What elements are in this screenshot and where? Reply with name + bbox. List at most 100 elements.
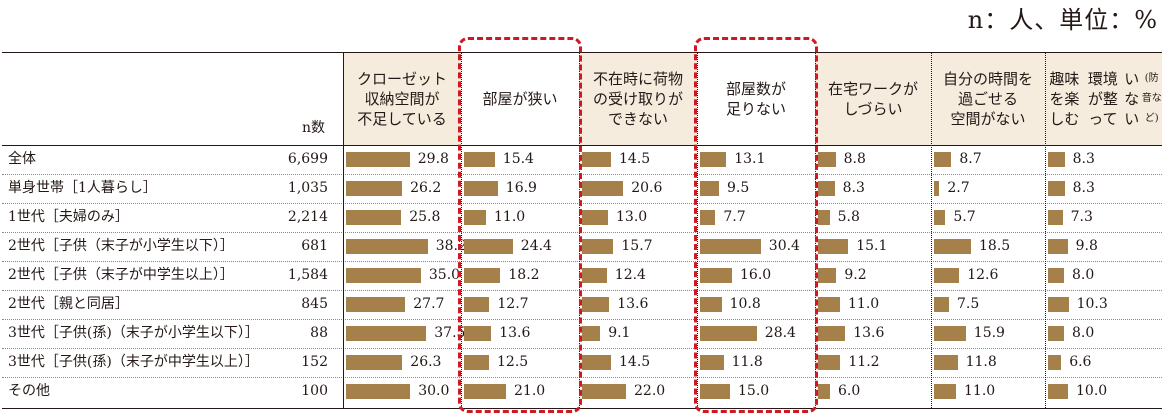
column-header-label: 部屋が狭い	[482, 90, 558, 108]
bar-value-label: 9.5	[727, 180, 750, 196]
bar-value-label: 8.3	[842, 180, 865, 196]
bar-value-label: 7.3	[1070, 209, 1093, 225]
bar-value-label: 9.1	[608, 325, 631, 341]
bar-value-label: 11.2	[848, 354, 880, 370]
row-label: 2世代［子供（末子が小学生以下）］	[8, 238, 234, 254]
bar-value-label: 11.8	[965, 354, 997, 370]
bar-value-label: 30.0	[418, 383, 450, 399]
column-divider	[343, 53, 344, 408]
bar	[346, 210, 402, 225]
table-row: 2世代［子供（末子が中学生以上）］ 1,584 35.0 18.2 12.4 16.0 9.…	[2, 261, 1162, 291]
bar	[818, 181, 835, 196]
bar-value-label: 9.8	[1075, 238, 1098, 254]
bar-value-label: 20.6	[631, 180, 663, 196]
bar	[464, 384, 506, 399]
bar	[582, 152, 611, 167]
bar	[700, 152, 727, 167]
row-n: 845	[301, 296, 328, 312]
column-divider	[931, 53, 932, 408]
bar	[934, 384, 956, 399]
bar-value-label: 14.5	[619, 354, 651, 370]
bar-value-label: 12.4	[614, 267, 646, 283]
bar	[818, 297, 840, 312]
bar-value-label: 12.6	[967, 267, 999, 283]
column-header-1: クローゼット 収納空間が 不足している	[343, 53, 461, 146]
bar-value-label: 5.8	[837, 209, 860, 225]
bar-value-label: 29.8	[417, 151, 449, 167]
bar	[1048, 355, 1062, 370]
bar-value-label: 7.5	[957, 296, 980, 312]
bar-value-label: 10.3	[1076, 296, 1108, 312]
bar	[582, 268, 607, 283]
bar	[346, 152, 410, 167]
bar-value-label: 11.0	[848, 296, 880, 312]
column-divider	[1045, 53, 1046, 408]
bar-value-label: 8.7	[959, 151, 982, 167]
bar	[346, 326, 427, 341]
bar-value-label: 8.3	[1072, 151, 1095, 167]
bar	[1048, 239, 1068, 254]
row-label: 2世代［子供（末子が中学生以上）］	[8, 267, 234, 283]
bar-table: n数 クローゼット 収納空間が 不足している 部屋が狭い 不在時に荷物 の受け取りが…	[2, 52, 1162, 409]
bar	[464, 152, 495, 167]
bar	[346, 297, 406, 312]
bar-value-label: 26.3	[410, 354, 442, 370]
bar-value-label: 13.6	[499, 325, 531, 341]
bar	[934, 210, 946, 225]
bar-value-label: 5.7	[953, 209, 976, 225]
column-header-5: 在宅ワークが しづらい	[815, 53, 931, 146]
bar-value-label: 22.0	[634, 383, 666, 399]
table-row: 3世代［子供(孫)（末子が小学生以下）］ 88 37.5 13.6 9.1 28.4 13.…	[2, 319, 1162, 349]
highlight-frame	[458, 37, 582, 413]
bar	[1048, 268, 1064, 283]
bar	[464, 326, 492, 341]
bar-value-label: 12.5	[497, 354, 529, 370]
column-divider	[461, 53, 462, 408]
row-label: 1世代［夫婦のみ］	[8, 209, 129, 225]
bar	[818, 152, 836, 167]
column-header-note: (防音など)	[1141, 73, 1162, 124]
column-header-4: 部屋数が 足りない	[697, 53, 815, 146]
row-label: 全体	[8, 151, 36, 167]
bar	[934, 268, 960, 283]
bar	[464, 181, 498, 196]
bar	[934, 152, 952, 167]
bar	[1048, 181, 1065, 196]
bar-value-label: 15.4	[502, 151, 534, 167]
bar-value-label: 6.0	[838, 383, 861, 399]
bar	[818, 239, 849, 254]
column-header-label: 不在時に荷物 の受け取りが できない	[592, 70, 683, 128]
bar-value-label: 26.2	[410, 180, 442, 196]
bar	[582, 384, 626, 399]
bar	[582, 210, 608, 225]
bar-value-label: 15.9	[973, 325, 1005, 341]
bar-value-label: 18.5	[979, 238, 1011, 254]
bar	[818, 268, 837, 283]
bar	[346, 384, 411, 399]
bar-value-label: 16.9	[505, 180, 537, 196]
bar-value-label: 14.5	[619, 151, 651, 167]
column-divider	[697, 53, 698, 408]
column-header-label: 趣味を楽しむ 環境が整って いない (防音など)	[1049, 70, 1162, 128]
bar	[1048, 152, 1065, 167]
bar-value-label: 15.0	[738, 383, 770, 399]
bar	[464, 297, 490, 312]
bar	[700, 326, 757, 341]
bar	[464, 239, 513, 254]
column-header-label: クローゼット 収納空間が 不足している	[356, 70, 447, 128]
bar-value-label: 11.0	[964, 383, 996, 399]
bar-value-label: 27.7	[413, 296, 445, 312]
bar-value-label: 30.4	[768, 238, 800, 254]
bar	[582, 326, 601, 341]
bar	[934, 297, 949, 312]
row-n: 152	[301, 354, 328, 370]
bar-value-label: 2.7	[947, 180, 970, 196]
table-row: 単身世帯［1人暮らし］ 1,035 26.2 16.9 20.6 9.5 8.3 2.7 8.3	[2, 174, 1162, 204]
row-n: 88	[310, 325, 328, 341]
row-label: 単身世帯［1人暮らし］	[8, 180, 157, 196]
bar	[818, 355, 841, 370]
row-n: 100	[301, 383, 328, 399]
bar	[582, 181, 624, 196]
table-row: その他 100 30.0 21.0 22.0 15.0 6.0 11.0 10.0	[2, 377, 1162, 406]
bar	[464, 210, 486, 225]
